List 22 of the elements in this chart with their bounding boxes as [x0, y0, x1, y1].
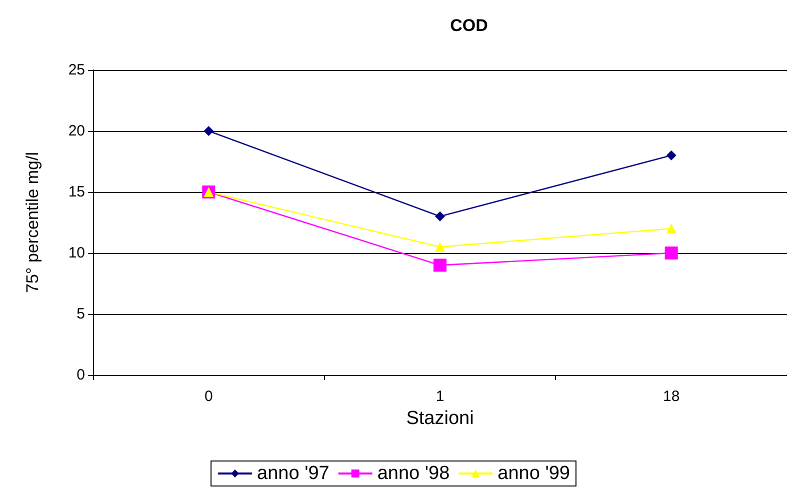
point: [666, 224, 676, 234]
x-axis-title: Stazioni: [406, 408, 474, 429]
y-tick-label: 5: [76, 306, 85, 322]
point: [666, 150, 676, 160]
y-axis-title: 75° percentile mg/l: [23, 152, 42, 293]
legend-label: anno '99: [498, 463, 570, 484]
y-tick-label: 0: [76, 366, 85, 384]
chart-title: COD: [450, 16, 488, 35]
point: [435, 211, 445, 222]
point: [435, 242, 445, 252]
y-tick-label: 20: [68, 122, 85, 140]
y-tick-label: 15: [68, 184, 85, 200]
x-tick-label: 18: [662, 388, 680, 405]
legend-label: anno '97: [257, 463, 330, 484]
x-tick-label: 1: [436, 388, 444, 405]
point: [204, 126, 214, 136]
point: [434, 258, 446, 272]
point: [664, 246, 678, 260]
legend-label: anno '98: [377, 463, 450, 484]
x-tick-label: 0: [204, 388, 213, 405]
y-tick-label: 25: [68, 62, 85, 78]
y-tick-label: 10: [68, 244, 85, 262]
